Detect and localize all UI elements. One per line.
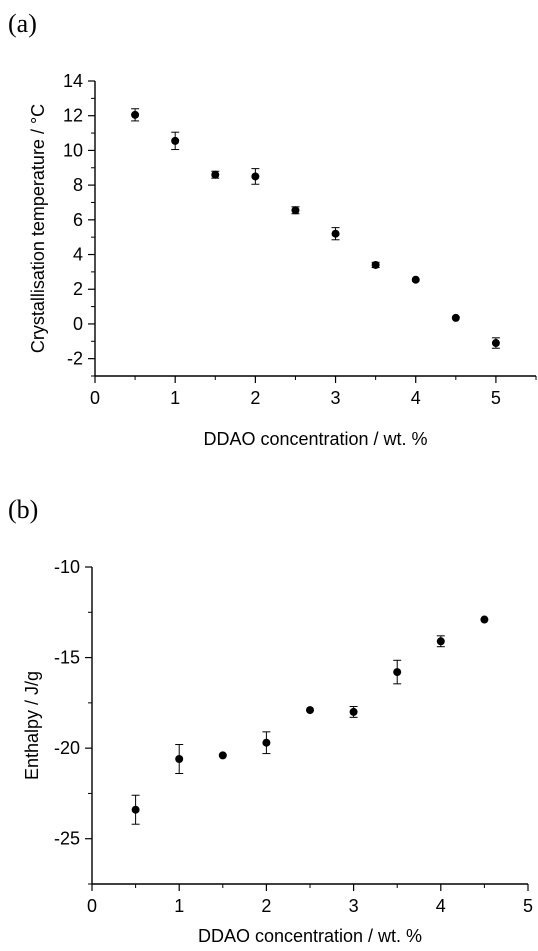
data-point	[251, 172, 260, 181]
y-tick-label: 12	[63, 106, 83, 126]
x-tick-label: 5	[523, 896, 533, 916]
x-tick-label: 1	[170, 388, 180, 408]
data-point	[306, 706, 314, 715]
data-point	[171, 136, 180, 145]
y-tick-label: -10	[54, 557, 80, 577]
x-tick-label: 0	[87, 896, 97, 916]
data-point	[480, 615, 489, 624]
y-tick-label: 2	[73, 279, 83, 299]
x-axis-title: DDAO concentration / wt. %	[203, 429, 427, 449]
y-tick-label: 14	[63, 71, 83, 91]
y-tick-label: -25	[54, 829, 80, 849]
data-point	[131, 805, 140, 814]
data-point	[491, 339, 500, 348]
data-point	[451, 313, 460, 322]
data-point	[211, 170, 220, 179]
y-tick-label: 8	[73, 175, 83, 195]
y-axis-title: Enthalpy / J/g	[22, 671, 42, 780]
data-point	[175, 755, 184, 764]
y-tick-label: -2	[67, 349, 83, 369]
x-tick-label: 4	[436, 896, 446, 916]
x-tick-label: 5	[491, 388, 501, 408]
y-tick-label: 10	[63, 140, 83, 160]
y-axis-title: Crystallisation temperature / °C	[28, 104, 48, 353]
data-point	[291, 206, 300, 215]
data-point	[411, 275, 420, 284]
y-tick-label: 6	[73, 210, 83, 230]
x-tick-label: 0	[90, 388, 100, 408]
panel-label: (a)	[8, 9, 37, 38]
data-point	[436, 637, 445, 646]
x-tick-label: 3	[349, 896, 359, 916]
x-axis-title: DDAO concentration / wt. %	[198, 926, 422, 946]
y-tick-label: 0	[73, 314, 83, 334]
x-tick-label: 3	[331, 388, 341, 408]
y-tick-label: -20	[54, 738, 80, 758]
x-tick-label: 2	[250, 388, 260, 408]
data-point	[262, 738, 271, 747]
y-tick-label: -15	[54, 648, 80, 668]
data-point	[218, 751, 227, 760]
data-point	[371, 260, 380, 269]
data-point	[393, 668, 402, 677]
panel-label: (b)	[8, 495, 38, 524]
x-tick-label: 2	[261, 896, 271, 916]
data-point	[331, 229, 340, 238]
data-point	[349, 707, 358, 716]
chart-panel-b: (b) -25 -20 -15 -10 0 1 2 3 4 5 DDAO concentration …	[8, 495, 533, 946]
y-tick-label: 4	[73, 245, 83, 265]
data-point	[131, 110, 140, 119]
x-tick-label: 1	[174, 896, 184, 916]
x-tick-label: 4	[411, 388, 421, 408]
